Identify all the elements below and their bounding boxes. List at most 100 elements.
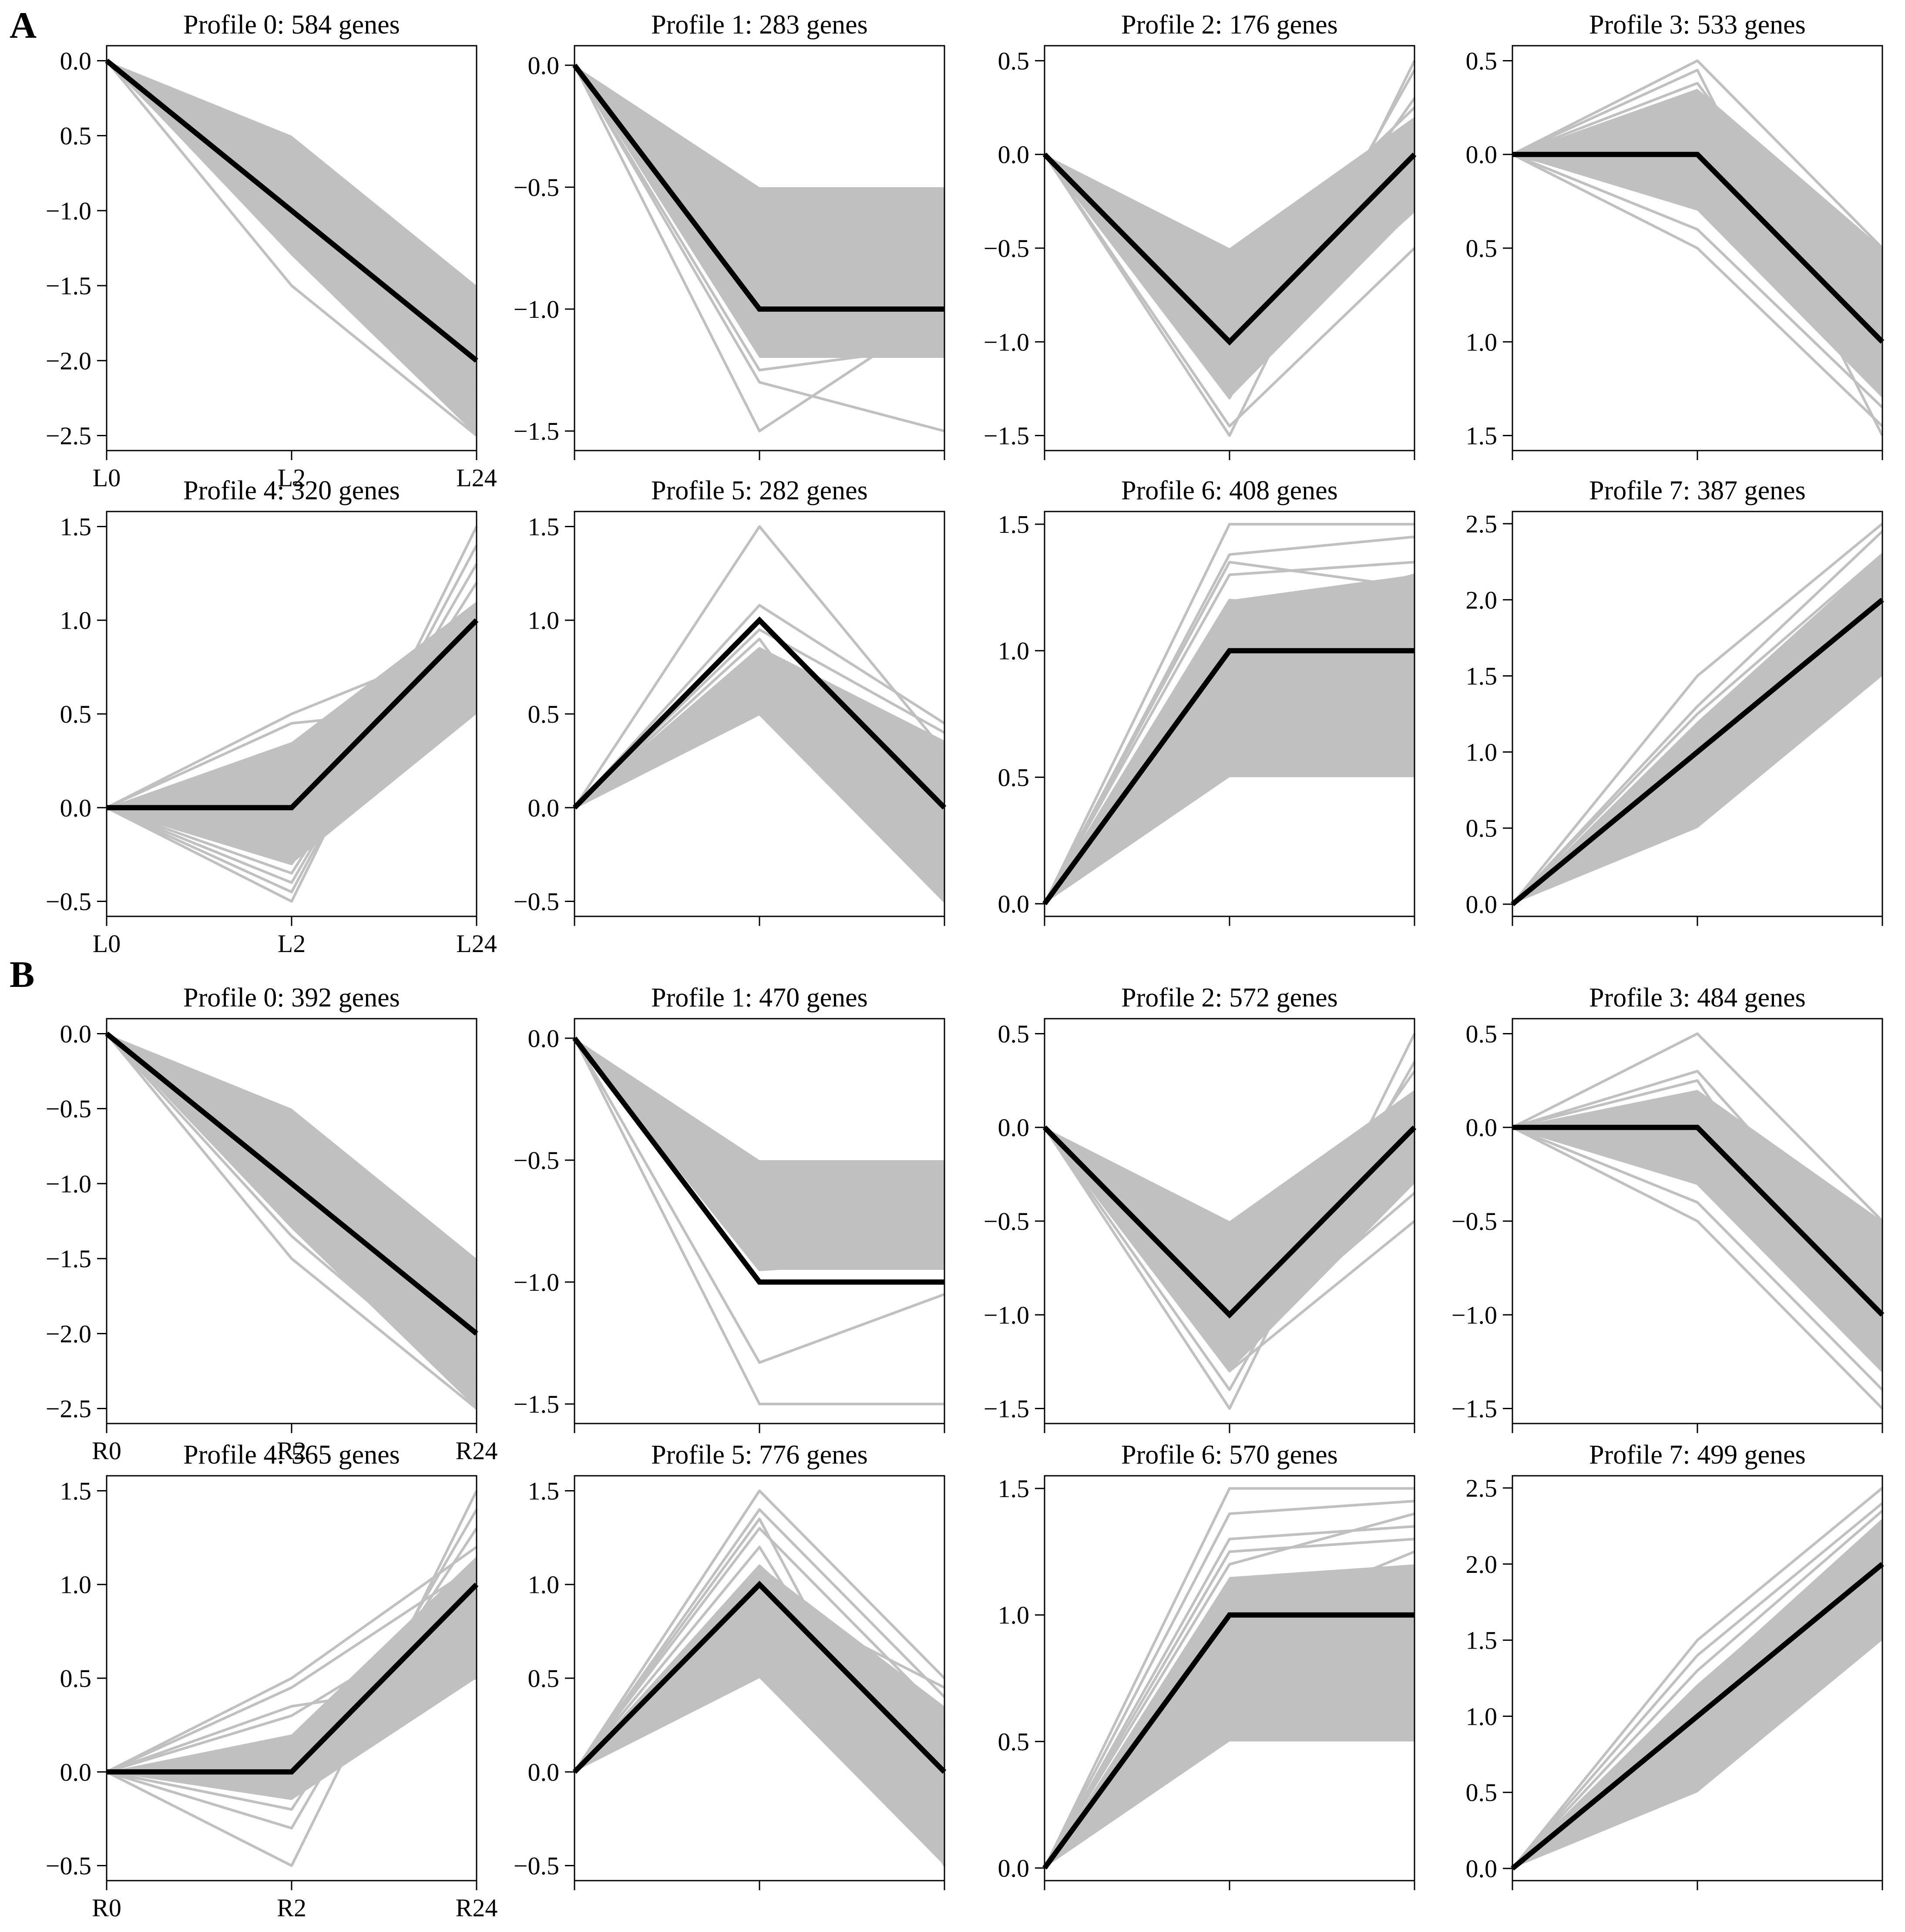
chart-a-profile-7-gene-line-3 — [1511, 568, 1884, 905]
chart-b-profile-2-title: Profile 2: 572 genes — [1121, 983, 1338, 1013]
chart-a-profile-6-gene-line-7 — [1043, 674, 1415, 905]
chart-a-profile-7-gene-line-0 — [1511, 522, 1883, 905]
chart-a-profile-4-model-line — [107, 618, 479, 811]
chart-a-profile-2-band — [1045, 117, 1414, 398]
chart-b-profile-2-gene-line-2 — [1043, 1126, 1415, 1373]
chart-b-profile-1: Profile 1: 470 genes 0.0 −0.5 −1.0 −1.5 — [514, 983, 945, 1433]
chart-b-profile-0-gene-line-2 — [105, 1033, 477, 1380]
chart-b-profile-0-model-line — [105, 1031, 478, 1336]
chart-a-profile-6-ytick-label-3: 0.0 — [998, 890, 1030, 918]
chart-b-profile-0-gene-line-1 — [105, 1033, 477, 1395]
chart-a-profile-0: Profile 0: 584 genes 0.0 0.5 −1.0 −1.5 −2.0 −2… — [46, 10, 497, 492]
chart-a-profile-7: Profile 7: 387 genes 2.5 2.0 1.5 1.0 0.5 0.0 — [1466, 476, 1884, 926]
chart-b-profile-0-gene-line-0 — [105, 1033, 477, 1410]
chart-a-profile-3: Profile 3: 533 genes 0.5 0.0 0.5 1.0 1.5 — [1466, 10, 1885, 460]
chart-a-profile-1-ytick-label-0: 0.0 — [528, 51, 560, 80]
chart-a-profile-6-ytick-label-2: 0.5 — [998, 763, 1030, 791]
chart-a-profile-3-title: Profile 3: 533 genes — [1589, 10, 1806, 40]
chart-a-profile-5-gene-line-4 — [574, 713, 946, 902]
chart-a-profile-0-xtick-label-2: L24 — [456, 464, 497, 492]
chart-b-profile-7-ytick-label-4: 0.5 — [1466, 1778, 1498, 1807]
chart-b-profile-7-gene-line-1 — [1511, 1502, 1883, 1869]
chart-a-profile-4-ytick-label-1: 1.0 — [60, 606, 92, 635]
chart-b-profile-6-gene-line-0 — [1043, 1487, 1414, 1869]
chart-a-profile-3-band — [1512, 89, 1882, 398]
chart-a-profile-5-gene-line-5 — [574, 647, 945, 809]
chart-b-profile-4-band — [107, 1556, 477, 1800]
chart-b-profile-1-gene-line-3 — [573, 1037, 945, 1259]
chart-a-profile-5-gene-line-3 — [573, 637, 946, 893]
chart-a-profile-2-gene-line-1 — [1043, 154, 1416, 428]
chart-a-profile-0-ytick-label-1: 0.5 — [60, 122, 92, 150]
chart-a-profile-4-gene-line-6 — [106, 703, 477, 809]
chart-a-profile-6-gene-line-4 — [1043, 599, 1415, 905]
chart-a-profile-3-gene-line-5 — [1512, 153, 1883, 287]
chart-a-profile-0-ytick-label-4: −2.0 — [46, 347, 91, 375]
chart-b-profile-6-model-line — [1042, 1612, 1414, 1870]
chart-b-profile-1-model-line — [572, 1037, 944, 1285]
chart-b-profile-5-gene-line-1 — [573, 1508, 946, 1773]
chart-b-profile-2-ytick-label-1: 0.0 — [998, 1114, 1030, 1142]
panel-label-b: B — [10, 953, 35, 995]
chart-b-profile-6-band — [1045, 1564, 1414, 1868]
chart-b-profile-5-title: Profile 5: 776 genes — [651, 1440, 868, 1470]
chart-b-profile-1-ytick-label-2: −1.0 — [514, 1268, 559, 1296]
chart-b-profile-4-gene-line-5 — [106, 1602, 477, 1774]
chart-b-profile-5-ytick-label-0: 1.5 — [528, 1477, 560, 1505]
chart-b-profile-1-ytick-label-0: 0.0 — [528, 1024, 560, 1053]
chart-b-profile-2-ytick-label-4: −1.5 — [984, 1395, 1029, 1423]
chart-b-profile-0-gene-line-3 — [106, 1033, 477, 1357]
chart-a-profile-6-ytick-label-0: 1.5 — [998, 510, 1030, 539]
chart-a-profile-0-xtick-label-0: L0 — [93, 464, 121, 492]
chart-a-profile-3-ytick-label-3: 1.0 — [1466, 328, 1498, 356]
chart-b-profile-6-ytick-label-3: 0.0 — [998, 1854, 1030, 1882]
chart-a-profile-5-ytick-label-3: 0.0 — [528, 794, 560, 822]
chart-a-profile-2: Profile 2: 176 genes 0.5 0.0 −0.5 −1.0 −1.5 — [984, 10, 1417, 460]
chart-a-profile-4-xtick-label-1: L2 — [278, 929, 306, 958]
chart-a-profile-4-gene-line-1 — [106, 545, 478, 894]
chart-a-profile-0-xtick-label-1: L2 — [278, 464, 306, 492]
panel-label-a: A — [10, 4, 37, 46]
chart-b-profile-0-xtick-label-0: R0 — [92, 1437, 121, 1465]
chart-b-profile-3-gene-line-1 — [1512, 1070, 1884, 1279]
chart-a-profile-7-ytick-label-2: 1.5 — [1466, 662, 1498, 690]
chart-a-profile-2-ytick-label-0: 0.5 — [998, 47, 1030, 75]
chart-a-profile-3-gene-line-4 — [1512, 82, 1884, 333]
chart-b-profile-3-ytick-label-4: −1.5 — [1451, 1395, 1497, 1423]
chart-b-profile-5-gene-line-4 — [573, 1545, 946, 1848]
chart-a-profile-2-ytick-label-2: −0.5 — [984, 234, 1029, 263]
chart-b-profile-7-ytick-label-2: 1.5 — [1466, 1626, 1498, 1655]
chart-a-profile-7-ytick-label-0: 2.5 — [1466, 510, 1498, 538]
chart-a-profile-1-gene-line-4 — [573, 64, 945, 340]
chart-b-profile-3-gene-line-0 — [1512, 1032, 1884, 1222]
chart-a-profile-4: Profile 4: 320 genes 1.5 1.0 0.5 0.0 −0.5L0 L2… — [46, 476, 497, 958]
chart-a-profile-0-ytick-label-0: 0.0 — [60, 47, 92, 75]
chart-a-profile-2-model-line — [1042, 152, 1417, 346]
chart-b-profile-3-ytick-label-2: −0.5 — [1451, 1207, 1497, 1235]
chart-b-profile-7-gene-line-0 — [1511, 1487, 1883, 1869]
chart-b-profile-1-title: Profile 1: 470 genes — [651, 983, 868, 1013]
chart-a-profile-2-gene-line-6 — [1044, 106, 1416, 287]
chart-b-profile-2-band — [1045, 1090, 1414, 1371]
chart-a-profile-5: Profile 5: 282 genes 1.5 1.0 0.5 0.0 −0.5 — [514, 476, 947, 926]
chart-b-profile-4-ytick-label-1: 1.0 — [60, 1571, 92, 1599]
chart-a-profile-6-gene-line-3 — [1043, 561, 1415, 905]
chart-b-profile-3-ytick-label-1: 0.0 — [1466, 1114, 1498, 1142]
chart-b-profile-4-model-line — [107, 1582, 479, 1775]
chart-a-profile-3-gene-line-0 — [1512, 59, 1884, 249]
chart-a-profile-4-ytick-label-4: −0.5 — [46, 888, 91, 916]
chart-a-profile-3-gene-line-3 — [1512, 153, 1884, 409]
chart-b-profile-6: Profile 6: 570 genes 1.5 1.0 0.5 0.0 — [998, 1440, 1415, 1890]
chart-b-profile-0-ytick-label-1: −0.5 — [46, 1095, 91, 1123]
chart-b-profile-5-gene-line-3 — [573, 1527, 946, 1773]
chart-a-profile-5-ytick-label-1: 1.0 — [528, 606, 560, 635]
chart-a-profile-0-gene-line-2 — [105, 60, 478, 407]
chart-b-profile-0: Profile 0: 392 genes 0.0 −0.5 −1.0 −1.5 −2.0 −… — [46, 983, 498, 1465]
chart-a-profile-7-model-line — [1511, 598, 1884, 906]
chart-a-profile-0-ytick-label-5: −2.5 — [46, 422, 91, 450]
chart-b-profile-4-gene-line-3 — [106, 1546, 477, 1773]
chart-a-profile-0-ytick-label-3: −1.5 — [46, 272, 91, 300]
chart-b-profile-7-gene-line-2 — [1511, 1510, 1883, 1870]
chart-b-profile-1-gene-line-1 — [573, 1037, 945, 1364]
chart-a-profile-2-gene-line-3 — [1043, 153, 1416, 381]
